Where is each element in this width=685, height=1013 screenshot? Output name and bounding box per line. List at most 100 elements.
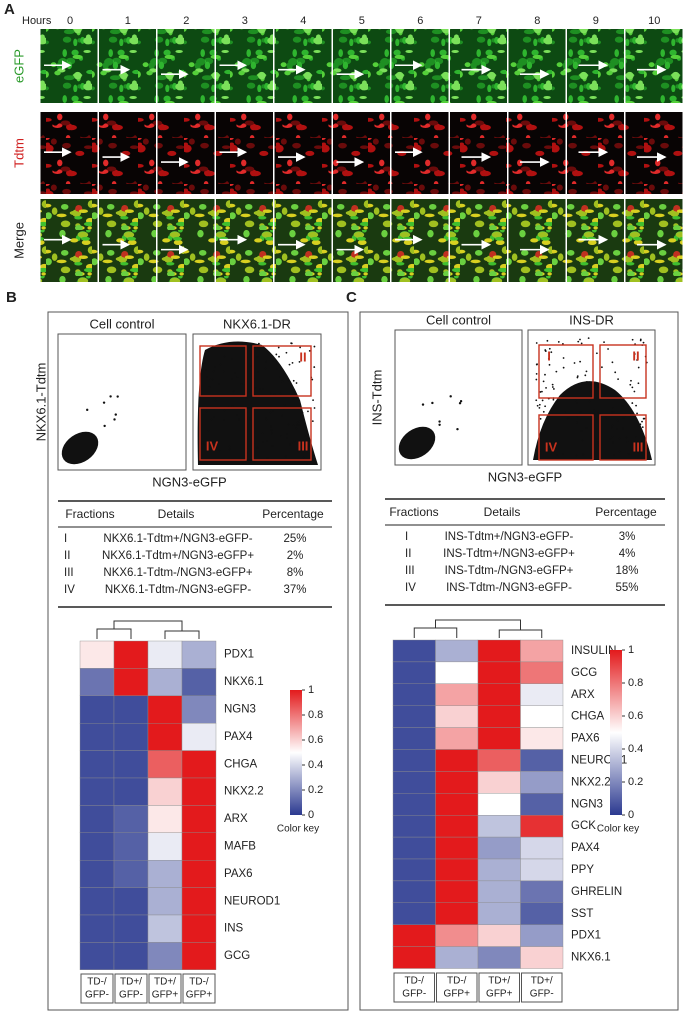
column-label-box xyxy=(393,972,435,1003)
gene-label: GHRELIN xyxy=(571,886,622,898)
cell-dot xyxy=(431,401,434,405)
cell-dot xyxy=(587,337,590,340)
cell-dot xyxy=(539,391,542,393)
heatmap-cell xyxy=(435,727,479,750)
heatmap-cell xyxy=(181,777,217,806)
heatmap-cell xyxy=(79,777,115,806)
cell-dot xyxy=(641,426,644,429)
cell-dot xyxy=(535,372,538,375)
cell-dot xyxy=(287,379,290,382)
cell-dot xyxy=(313,366,316,368)
micrograph xyxy=(391,199,449,282)
cell-dot xyxy=(597,412,600,414)
heatmap-cell xyxy=(79,695,115,724)
heatmap-cell xyxy=(477,771,521,794)
cell-dot xyxy=(311,378,314,381)
heatmap-cell xyxy=(79,860,115,888)
cell-dot xyxy=(573,362,576,364)
cell-dot xyxy=(631,386,634,389)
heatmap-cell xyxy=(435,771,479,794)
column-label: GFP+ xyxy=(486,989,513,1000)
micrograph xyxy=(40,112,98,194)
column-label: TD+/ xyxy=(488,976,510,987)
flow-title: Cell control xyxy=(89,316,154,331)
table-cell: INS-Tdtm+/NGN3-eGFP- xyxy=(445,531,574,543)
cell-dot xyxy=(271,445,274,448)
cell-dot xyxy=(217,347,220,350)
gate xyxy=(252,407,312,461)
table-cell: I xyxy=(405,531,408,543)
table-cell: NKX6.1-Tdtm+/NGN3-eGFP+ xyxy=(102,550,254,562)
cell-dot xyxy=(218,449,221,452)
gene-label: NGN3 xyxy=(224,704,256,716)
micrograph xyxy=(333,199,390,282)
table-cell: INS-Tdtm-/NGN3-eGFP+ xyxy=(445,565,574,577)
table-cell: III xyxy=(64,567,74,579)
heatmap-cell xyxy=(477,946,521,969)
cell-dot xyxy=(272,360,274,363)
heatmap-cell xyxy=(147,668,183,697)
micrograph xyxy=(216,199,273,282)
cell-dot xyxy=(270,408,272,411)
heatmap-cell xyxy=(392,815,436,838)
cell-dot xyxy=(614,371,617,374)
cell-dot xyxy=(265,418,268,421)
heatmap-cell xyxy=(113,723,149,751)
gate-label: II xyxy=(632,348,639,363)
cell-dot xyxy=(86,408,89,412)
cell-dot xyxy=(618,450,621,453)
cell-dot xyxy=(609,437,612,440)
heatmap-cell xyxy=(477,727,521,750)
cell-dot xyxy=(610,426,613,429)
heatmap-cell xyxy=(113,805,149,834)
cell-dot xyxy=(566,417,569,420)
heatmap-cell xyxy=(435,749,479,772)
cell-dot xyxy=(616,419,619,422)
table-header: Fractions xyxy=(389,505,438,519)
cell-dot xyxy=(633,390,636,393)
cell-dot xyxy=(630,379,632,382)
heatmap-cell xyxy=(392,771,436,794)
cell-dot xyxy=(548,347,551,350)
cell-dot xyxy=(236,376,239,379)
cell-dot xyxy=(629,383,632,386)
cell-dot xyxy=(238,418,240,421)
table-header: Percentage xyxy=(595,505,657,519)
cell-dot xyxy=(579,360,582,363)
micrograph xyxy=(625,29,683,103)
flow-title: INS-DR xyxy=(569,312,614,327)
gene-label: PAX4 xyxy=(571,842,600,854)
cell-dot xyxy=(613,411,616,413)
key-tick-label: 0.2 xyxy=(628,776,643,788)
cell-dot xyxy=(292,379,295,382)
cell-dot xyxy=(611,407,614,409)
cell-dot xyxy=(297,450,300,453)
table-cell: IV xyxy=(405,582,416,594)
row-label: eGFP xyxy=(11,49,26,83)
table-cell: INS-Tdtm-/NGN3-eGFP- xyxy=(446,582,572,594)
cell-dot xyxy=(630,412,633,414)
cell-dot xyxy=(635,436,638,439)
cell-dot xyxy=(249,417,252,419)
cell-dot xyxy=(231,404,234,407)
gene-label: SST xyxy=(571,908,593,920)
cell-dot xyxy=(582,453,585,456)
cell-dot xyxy=(579,338,581,341)
cell-dot xyxy=(265,417,267,419)
cell-dot xyxy=(286,436,288,439)
cell-dot xyxy=(541,428,544,431)
table-cell: II xyxy=(405,548,411,560)
cell-dot xyxy=(211,378,214,381)
heatmap-cell xyxy=(477,661,521,685)
cell-dot xyxy=(259,387,261,390)
cell-dot xyxy=(207,350,210,353)
cell-dot xyxy=(611,361,614,364)
column-label: TD+/ xyxy=(154,977,176,988)
micrograph xyxy=(274,29,332,103)
table-cell: IV xyxy=(64,584,75,596)
cell-dot xyxy=(562,357,565,359)
table-cell: 3% xyxy=(619,531,636,543)
cell-dot xyxy=(278,355,280,358)
cell-dot xyxy=(276,368,278,370)
panel-label: B xyxy=(6,289,17,306)
